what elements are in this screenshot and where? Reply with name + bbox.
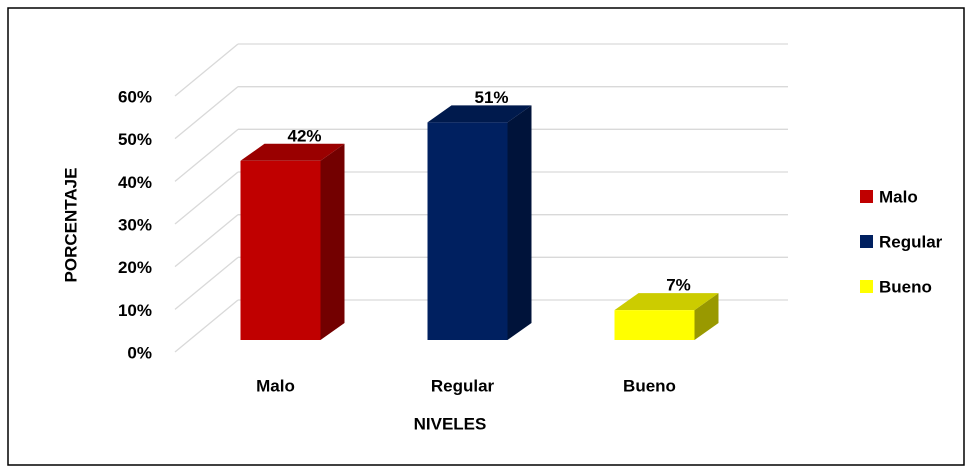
grid-line [174,86,239,140]
y-axis-label: PORCENTAJE [61,168,80,283]
value-label: 51% [474,88,508,107]
legend-swatch [860,235,873,248]
y-tick-label: 30% [118,215,152,234]
bar-top [240,143,345,161]
grid-line [174,128,239,182]
y-tick-label: 0% [127,343,152,362]
grid-line [174,256,239,310]
x-tick-label: Malo [256,376,295,395]
value-label: 7% [666,276,691,295]
y-tick-label: 60% [118,87,152,106]
bar-side [507,105,532,341]
legend-swatch [860,280,873,293]
bar-side [320,143,345,340]
bar [240,160,321,340]
y-tick-label: 50% [118,130,152,149]
bar [427,122,508,341]
grid-line [174,43,239,97]
legend-label: Malo [879,187,918,206]
x-tick-label: Bueno [623,376,676,395]
bar-top [427,105,532,123]
grid-line [174,299,239,353]
y-tick-label: 20% [118,258,152,277]
legend-label: Bueno [879,277,932,296]
grid-line [174,214,239,268]
value-label: 42% [287,126,321,145]
y-tick-label: 10% [118,301,152,320]
legend-swatch [860,190,873,203]
bar-top [614,293,719,311]
grid-line [174,171,239,225]
y-tick-label: 40% [118,173,152,192]
x-tick-label: Regular [431,376,495,395]
x-axis-label: NIVELES [414,414,487,433]
legend-label: Regular [879,232,943,251]
bar-side [694,293,719,340]
bar [614,310,695,340]
